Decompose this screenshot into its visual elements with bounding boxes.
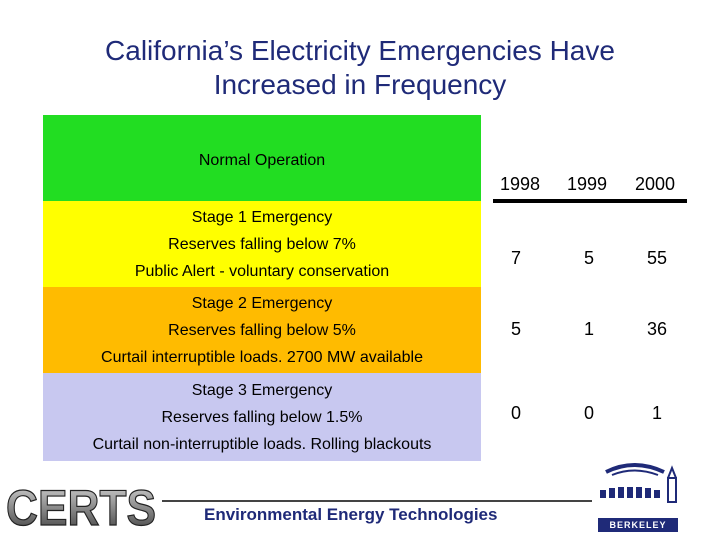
table-cell: 7 (510, 248, 521, 268)
year-header-2000: 2000 (634, 174, 676, 194)
certs-logo-text: CERTS (6, 480, 156, 533)
slide-title: California’s Electricity Emergencies Hav… (30, 34, 690, 102)
table-cell: 1 (583, 319, 594, 339)
berkeley-lab-label: BERKELEY LAB (598, 518, 678, 544)
band-line: Curtail non-interruptible loads. Rolling… (92, 435, 432, 453)
table-cell: 0 (510, 403, 521, 423)
table-cell: 0 (583, 403, 594, 423)
header-rule (493, 199, 687, 203)
band-line: Stage 3 Emergency (191, 381, 333, 399)
band-line: Reserves falling below 5% (168, 321, 356, 339)
table-cell: 1 (651, 403, 662, 423)
title-line-2: Increased in Frequency (213, 69, 507, 100)
table-cell: 55 (646, 248, 668, 268)
title-line-1: California’s Electricity Emergencies Hav… (105, 35, 615, 66)
band-line: Stage 2 Emergency (191, 294, 333, 312)
normal-operation-band: Normal Operation (43, 115, 481, 201)
band-line: Reserves falling below 1.5% (161, 408, 363, 426)
footer-rule (162, 500, 592, 502)
certs-logo: CERTS (5, 479, 156, 533)
stage-2-band: Stage 2 Emergency Reserves falling below… (43, 287, 481, 373)
table-cell: 36 (646, 319, 668, 339)
campanile-icon (667, 465, 677, 503)
stage-1-band: Stage 1 Emergency Reserves falling below… (43, 201, 481, 287)
stage-3-band: Stage 3 Emergency Reserves falling below… (43, 373, 481, 461)
band-line: Stage 1 Emergency (191, 208, 333, 226)
band-line: Curtail interruptible loads. 2700 MW ava… (101, 348, 423, 366)
year-header-1999: 1999 (566, 174, 608, 194)
band-line: Normal Operation (198, 152, 326, 169)
footer-tagline: Environmental Energy Technologies (204, 505, 498, 524)
band-line: Reserves falling below 7% (168, 235, 356, 253)
berkeley-lab-logo (600, 463, 677, 503)
band-line: Public Alert - voluntary conservation (134, 262, 390, 280)
table-cell: 5 (583, 248, 594, 268)
year-header-1998: 1998 (499, 174, 541, 194)
table-cell: 5 (510, 319, 521, 339)
